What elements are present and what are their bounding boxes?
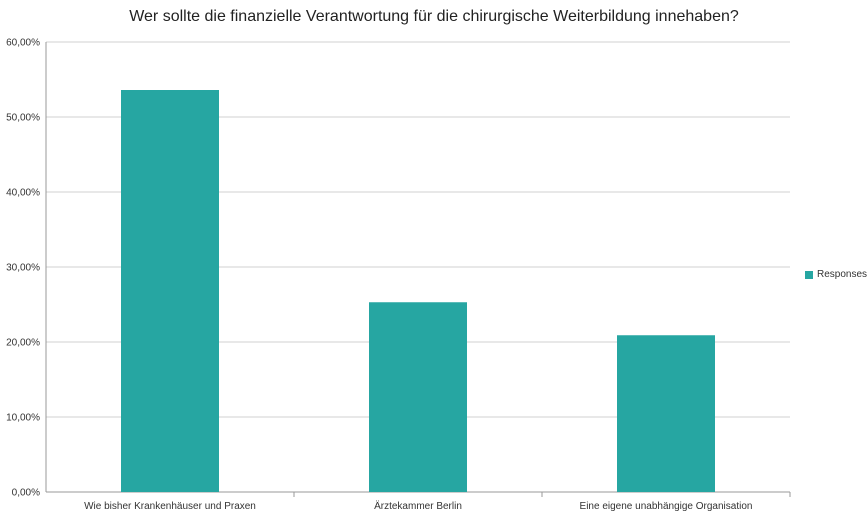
y-tick-label: 20,00% [6,338,40,349]
bar [617,335,715,492]
y-tick-label: 40,00% [6,188,40,199]
bar [369,302,467,492]
bar [121,90,219,492]
y-tick-label: 0,00% [12,488,40,499]
y-tick-label: 50,00% [6,113,40,124]
y-tick-label: 60,00% [6,38,40,49]
legend-swatch [805,270,813,279]
x-tick-label: Wie bisher Krankenhäuser und Praxen [84,501,256,512]
y-tick-label: 30,00% [6,263,40,274]
x-tick-label: Eine eigene unabhängige Organisation [580,501,753,512]
legend: Responses [805,269,867,280]
legend-label: Responses [817,269,868,280]
chart-title: Wer sollte die finanzielle Verantwortung… [129,8,739,25]
x-tick-label: Ärztekammer Berlin [374,500,462,512]
y-tick-label: 10,00% [6,413,40,424]
